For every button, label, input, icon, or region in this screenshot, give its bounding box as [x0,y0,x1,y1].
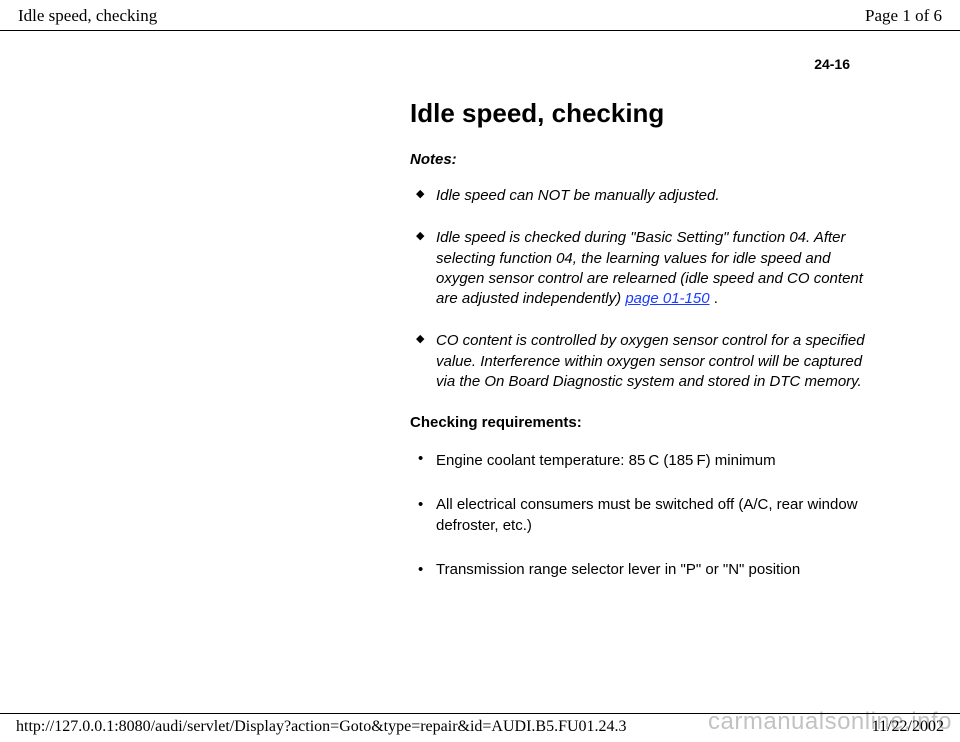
note-text: Idle speed can NOT be manually adjusted. [436,187,720,204]
header-page-indicator: Page 1 of 6 [865,6,942,26]
footer-divider [0,713,960,714]
footer-date: 11/22/2002 [872,718,944,736]
print-footer: http://127.0.0.1:8080/audi/servlet/Displ… [0,713,960,742]
note-item: Idle speed is checked during "Basic Sett… [410,228,870,309]
section-page-number: 24-16 [814,56,850,72]
header-divider [0,30,960,31]
requirement-item: Transmission range selector lever in "P"… [410,560,870,580]
notes-heading: Notes: [410,151,870,168]
note-text-after: . [710,290,718,307]
requirement-text: Engine coolant temperature: 85 [436,452,645,469]
page-title: Idle speed, checking [410,98,870,129]
requirement-text: Transmission range selector lever in "P"… [436,561,800,578]
note-item: Idle speed can NOT be manually adjusted. [410,186,870,206]
note-item: CO content is controlled by oxygen senso… [410,331,870,392]
requirements-heading: Checking requirements: [410,414,870,431]
page-container: { "header": { "title_left": "Idle speed,… [0,0,960,742]
print-header: Idle speed, checking Page 1 of 6 [0,0,960,30]
footer-url: http://127.0.0.1:8080/audi/servlet/Displ… [16,718,627,736]
notes-list: Idle speed can NOT be manually adjusted.… [410,186,870,392]
requirements-list: Engine coolant temperature: 85 C (185 F)… [410,449,870,580]
header-title: Idle speed, checking [18,6,157,26]
requirement-text: F) minimum [696,452,775,469]
requirement-text: C (185 [648,452,693,469]
content-column: Idle speed, checking Notes: Idle speed c… [410,98,870,604]
requirement-text: All electrical consumers must be switche… [436,496,858,533]
page-link[interactable]: page 01-150 [625,290,709,307]
footer-row: http://127.0.0.1:8080/audi/servlet/Displ… [0,718,960,742]
requirement-item: All electrical consumers must be switche… [410,495,870,536]
note-text: CO content is controlled by oxygen senso… [436,332,865,390]
requirement-item: Engine coolant temperature: 85 C (185 F)… [410,449,870,471]
